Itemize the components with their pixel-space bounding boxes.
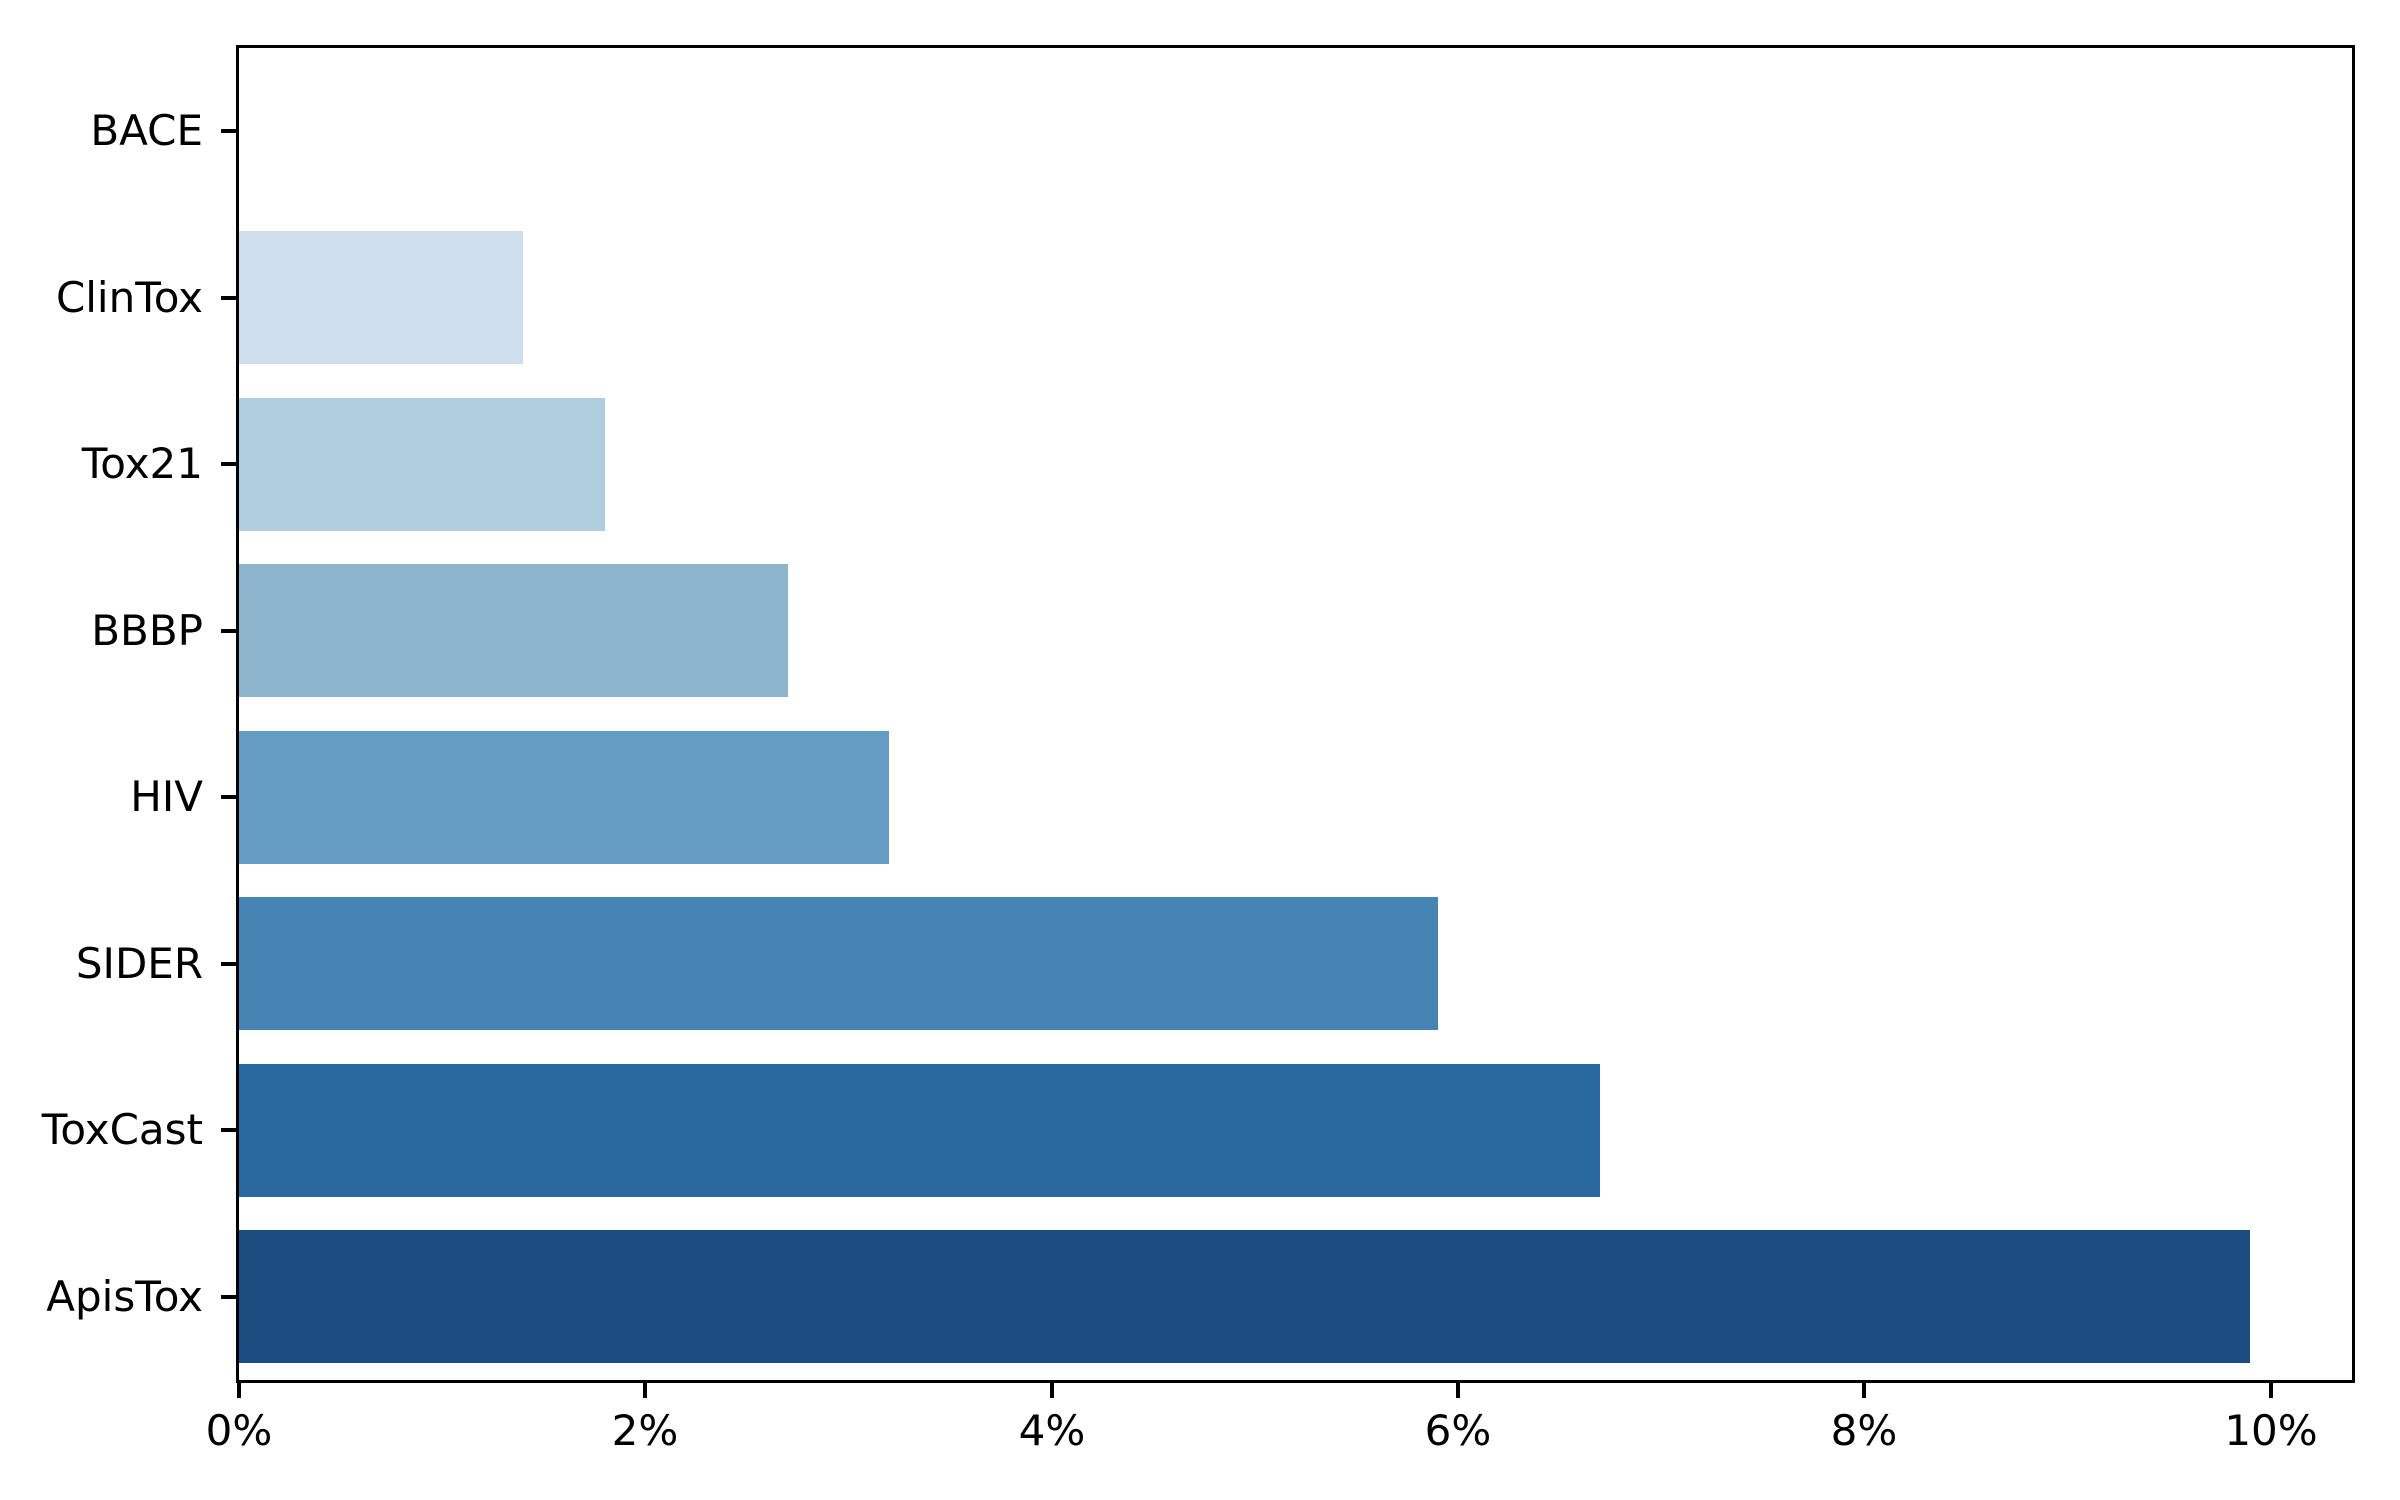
x-tick-label-6pct: 6% <box>1424 1406 1492 1455</box>
y-tick-mark-hiv <box>221 795 236 799</box>
bar-tox21 <box>239 398 605 531</box>
x-tick-label-2pct: 2% <box>611 1406 679 1455</box>
y-tick-mark-toxcast <box>221 1128 236 1132</box>
y-tick-label-tox21: Tox21 <box>81 439 203 488</box>
bar-hiv <box>239 731 889 864</box>
x-tick-mark-0pct <box>237 1383 241 1398</box>
x-tick-mark-2pct <box>643 1383 647 1398</box>
x-tick-label-0pct: 0% <box>205 1406 273 1455</box>
y-tick-label-bbbp: BBBP <box>91 606 203 655</box>
x-tick-label-8pct: 8% <box>1830 1406 1898 1455</box>
y-tick-mark-tox21 <box>221 462 236 466</box>
plot-area <box>236 45 2355 1383</box>
x-tick-mark-10pct <box>2269 1383 2273 1398</box>
bar-sider <box>239 897 1438 1030</box>
y-tick-label-bace: BACE <box>90 106 203 155</box>
y-tick-label-clintox: ClinTox <box>55 273 203 322</box>
y-tick-label-sider: SIDER <box>75 939 203 988</box>
y-tick-label-apistox: ApisTox <box>46 1272 203 1321</box>
x-tick-label-10pct: 10% <box>2224 1406 2318 1455</box>
y-tick-label-hiv: HIV <box>130 772 203 821</box>
x-tick-mark-6pct <box>1456 1383 1460 1398</box>
x-tick-mark-8pct <box>1862 1383 1866 1398</box>
x-tick-mark-4pct <box>1050 1383 1054 1398</box>
y-tick-mark-sider <box>221 962 236 966</box>
bar-clintox <box>239 231 523 364</box>
y-tick-mark-bbbp <box>221 629 236 633</box>
y-tick-label-toxcast: ToxCast <box>41 1105 203 1154</box>
bar-toxcast <box>239 1064 1600 1197</box>
y-tick-mark-apistox <box>221 1295 236 1299</box>
y-tick-mark-bace <box>221 129 236 133</box>
x-tick-label-4pct: 4% <box>1018 1406 1086 1455</box>
bar-bbbp <box>239 564 788 697</box>
bar-apistox <box>239 1230 2250 1363</box>
y-tick-mark-clintox <box>221 296 236 300</box>
